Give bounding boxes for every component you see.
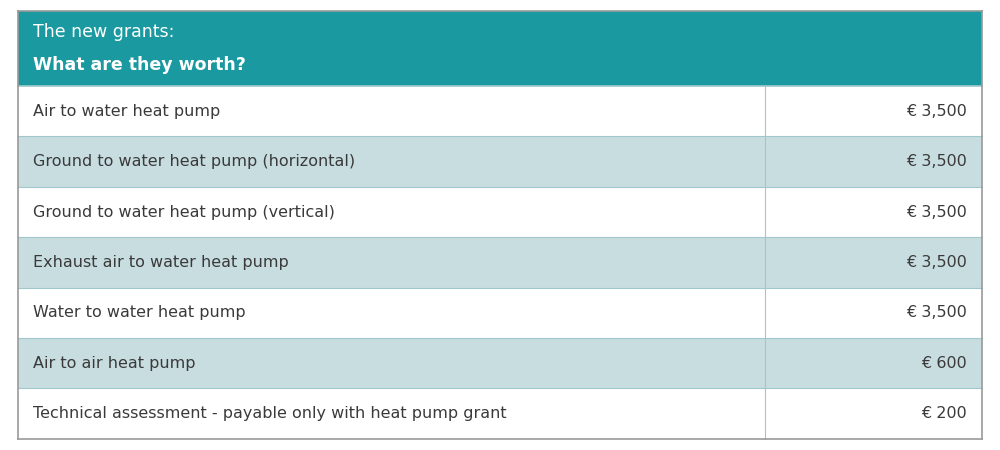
Text: Air to air heat pump: Air to air heat pump	[33, 356, 196, 371]
Bar	[18, 187, 765, 237]
Bar	[765, 136, 982, 187]
Bar	[18, 136, 765, 187]
Text: Water to water heat pump: Water to water heat pump	[33, 305, 246, 320]
Text: € 3,500: € 3,500	[906, 305, 967, 320]
Bar	[18, 11, 982, 86]
Bar	[18, 237, 765, 288]
Text: € 3,500: € 3,500	[906, 154, 967, 169]
Bar	[18, 388, 765, 439]
Text: Ground to water heat pump (vertical): Ground to water heat pump (vertical)	[33, 204, 335, 220]
Text: Exhaust air to water heat pump: Exhaust air to water heat pump	[33, 255, 289, 270]
Text: € 200: € 200	[921, 406, 967, 421]
Bar	[18, 86, 765, 136]
Text: The new grants:: The new grants:	[33, 23, 174, 41]
Bar	[765, 237, 982, 288]
Bar	[765, 338, 982, 388]
Bar	[765, 86, 982, 136]
Bar	[765, 288, 982, 338]
Text: What are they worth?: What are they worth?	[33, 56, 246, 74]
Text: Ground to water heat pump (horizontal): Ground to water heat pump (horizontal)	[33, 154, 355, 169]
Bar	[18, 288, 765, 338]
Text: € 3,500: € 3,500	[906, 104, 967, 119]
Bar	[18, 338, 765, 388]
Text: € 3,500: € 3,500	[906, 255, 967, 270]
Text: Technical assessment - payable only with heat pump grant: Technical assessment - payable only with…	[33, 406, 507, 421]
Bar	[765, 187, 982, 237]
Text: € 600: € 600	[921, 356, 967, 371]
Text: € 3,500: € 3,500	[906, 204, 967, 220]
Text: Air to water heat pump: Air to water heat pump	[33, 104, 220, 119]
Bar	[765, 388, 982, 439]
